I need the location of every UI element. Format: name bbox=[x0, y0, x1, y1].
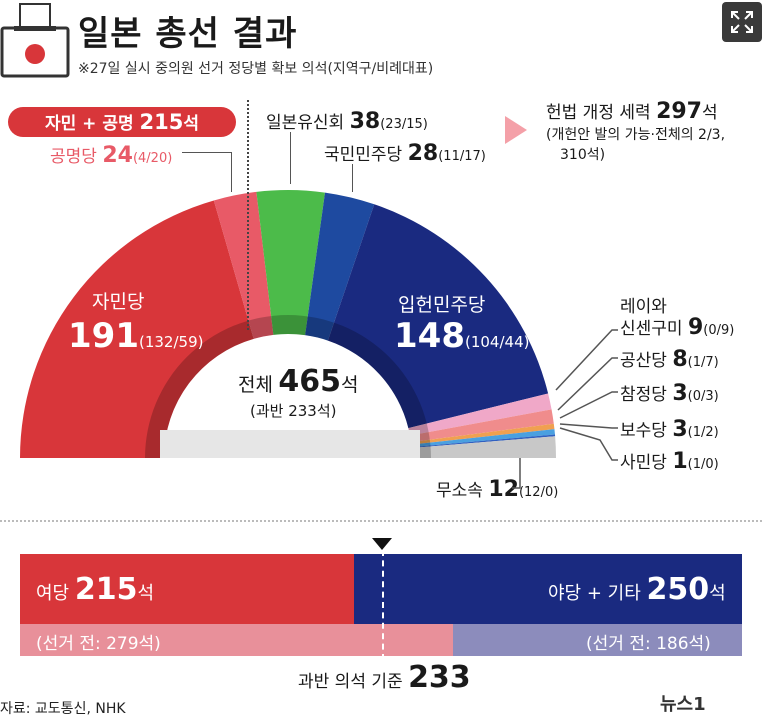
reiwa-name-line1: 레이와 bbox=[620, 297, 667, 317]
hemicycle-chart bbox=[20, 189, 556, 458]
ruling-bar bbox=[20, 554, 354, 624]
arc-jcp bbox=[409, 409, 554, 443]
right-leader-lines bbox=[512, 329, 618, 489]
ishin-leader bbox=[290, 132, 291, 184]
opposition-label: 야당 + 기타 250석 bbox=[548, 572, 726, 607]
jcp-label: 공산당 8(1/7) bbox=[620, 347, 719, 372]
dpfp-leader bbox=[352, 164, 353, 192]
arc-reiwa bbox=[408, 393, 552, 436]
arc-dpfp bbox=[305, 192, 375, 341]
ballot-box-icon bbox=[0, 0, 70, 80]
majority-marker-icon bbox=[372, 538, 392, 550]
arc-ishin bbox=[256, 189, 325, 336]
komeito-label: 공명당 24(4/20) bbox=[50, 143, 173, 168]
constitution-callout: 헌법 개정 세력 297석 (개헌안 발의 가능·전체의 2/3, 310석) bbox=[540, 96, 762, 174]
ldp-seats: 191(132/59) bbox=[68, 316, 204, 356]
callout-line2: (개헌안 발의 가능·전체의 2/3, bbox=[546, 127, 726, 143]
cdp-name: 입헌민주당 bbox=[398, 294, 486, 316]
ruling-label: 여당 215석 bbox=[36, 572, 155, 607]
majority-note: (과반 233석) bbox=[250, 402, 337, 420]
arc-cdp bbox=[327, 204, 549, 429]
reiwa-label: 신센구미 9(0/9) bbox=[620, 315, 735, 340]
ruling-before-bar bbox=[20, 624, 453, 656]
majority-dotted-line bbox=[247, 100, 249, 330]
arc-komeito bbox=[213, 191, 274, 339]
total-seats: 전체 465석 bbox=[238, 364, 359, 399]
opposition-before-bar bbox=[453, 624, 742, 656]
arc-sdp bbox=[411, 434, 556, 448]
expand-icon[interactable] bbox=[722, 2, 762, 42]
conservative-label: 보수당 3(1/2) bbox=[620, 417, 719, 442]
callout-arrow-icon bbox=[505, 116, 527, 144]
sanseito-label: 참정당 3(0/3) bbox=[620, 381, 719, 406]
baseline-shadow bbox=[160, 430, 420, 458]
source-text: 자료: 교도통신, NHK bbox=[0, 701, 126, 717]
dpfp-label: 국민민주당 28(11/17) bbox=[324, 141, 486, 166]
ruling-before-label: (선거 전: 279석) bbox=[36, 634, 161, 654]
news1-logo: 뉴스1 bbox=[660, 694, 706, 715]
callout-arrow-stem bbox=[505, 124, 513, 136]
komeito-leader-v bbox=[231, 152, 232, 192]
callout-line3: 310석) bbox=[560, 147, 606, 163]
opposition-before-label: (선거 전: 186석) bbox=[586, 634, 711, 654]
arc-conservative bbox=[411, 429, 555, 448]
ishin-label: 일본유신회 38(23/15) bbox=[266, 109, 428, 134]
section-divider bbox=[0, 520, 762, 522]
sdp-label: 사민당 1(1/0) bbox=[620, 449, 719, 474]
arc-sanseito bbox=[410, 423, 555, 445]
page-subtitle: ※27일 실시 중의원 선거 정당별 확보 의석(지역구/비례대표) bbox=[78, 61, 434, 77]
arc-ldp bbox=[20, 200, 254, 458]
coalition-badge: 자민 + 공명 215석 bbox=[8, 107, 236, 137]
inner-shadow bbox=[145, 315, 431, 458]
page-title: 일본 총선 결과 bbox=[78, 14, 298, 54]
arc-independent bbox=[411, 436, 556, 458]
independent-label: 무소속 12(12/0) bbox=[436, 477, 559, 502]
majority-line bbox=[382, 550, 384, 660]
komeito-leader bbox=[182, 152, 232, 153]
opposition-bar bbox=[354, 554, 742, 624]
majority-threshold: 과반 의석 기준 233 bbox=[298, 660, 471, 695]
cdp-seats: 148(104/44) bbox=[394, 316, 530, 356]
ldp-name: 자민당 bbox=[92, 291, 145, 313]
